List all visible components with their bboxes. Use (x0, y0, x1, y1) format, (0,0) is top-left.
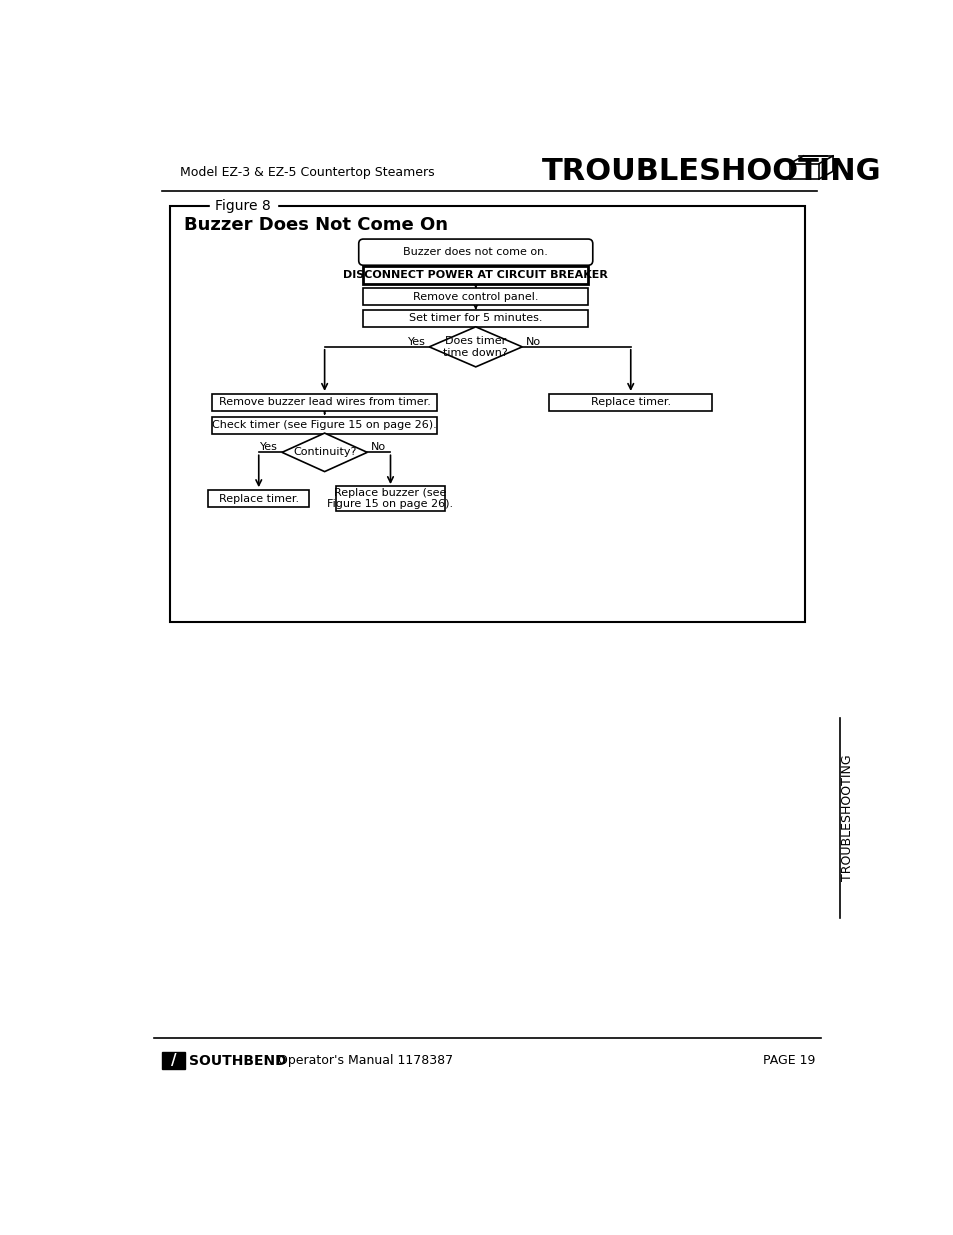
Text: TROUBLESHOOTING: TROUBLESHOOTING (541, 157, 881, 185)
Bar (212, 394, 436, 411)
Text: Remove control panel.: Remove control panel. (413, 291, 537, 301)
Text: Remove buzzer lead wires from timer.: Remove buzzer lead wires from timer. (218, 398, 430, 408)
Bar (170, 206, 804, 621)
Bar (363, 288, 587, 305)
Polygon shape (429, 327, 521, 367)
Text: TROUBLESHOOTING: TROUBLESHOOTING (841, 755, 853, 882)
Text: /: / (171, 1053, 176, 1068)
Text: DISCONNECT POWER AT CIRCUIT BREAKER: DISCONNECT POWER AT CIRCUIT BREAKER (343, 270, 608, 280)
Text: PAGE 19: PAGE 19 (762, 1055, 815, 1067)
Text: Model EZ-3 & EZ-5 Countertop Steamers: Model EZ-3 & EZ-5 Countertop Steamers (179, 167, 434, 179)
Text: Set timer for 5 minutes.: Set timer for 5 minutes. (409, 314, 542, 324)
Text: Does timer
time down?: Does timer time down? (443, 336, 508, 358)
Polygon shape (282, 433, 367, 472)
Text: Replace timer.: Replace timer. (218, 494, 298, 504)
Bar (363, 266, 587, 284)
Bar (335, 487, 444, 511)
Text: Buzzer does not come on.: Buzzer does not come on. (403, 247, 548, 257)
FancyBboxPatch shape (358, 240, 592, 266)
Text: SOUTHBEND: SOUTHBEND (189, 1053, 286, 1067)
Text: Operator's Manual 1178387: Operator's Manual 1178387 (278, 1055, 453, 1067)
Bar (208, 490, 309, 508)
Text: Continuity?: Continuity? (293, 447, 355, 457)
Bar (363, 310, 587, 327)
Text: Yes: Yes (407, 337, 425, 347)
Text: Buzzer Does Not Come On: Buzzer Does Not Come On (183, 216, 447, 235)
Text: Replace buzzer (see
Figure 15 on page 26).: Replace buzzer (see Figure 15 on page 26… (327, 488, 453, 509)
Text: Yes: Yes (260, 442, 278, 452)
Bar (549, 394, 711, 411)
Text: Replace timer.: Replace timer. (590, 398, 670, 408)
Text: Figure 8: Figure 8 (215, 199, 271, 212)
Text: No: No (371, 442, 386, 452)
Text: Check timer (see Figure 15 on page 26).: Check timer (see Figure 15 on page 26). (212, 420, 436, 431)
Text: No: No (525, 337, 540, 347)
Bar (212, 417, 436, 433)
Bar (162, 1052, 185, 1070)
